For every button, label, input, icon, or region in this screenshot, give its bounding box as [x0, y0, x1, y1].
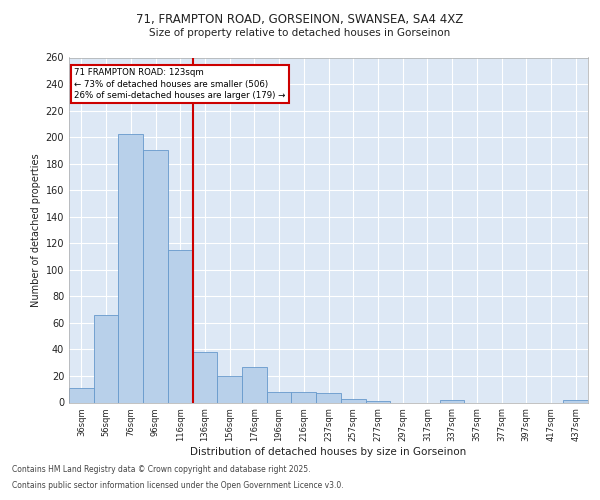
Bar [193, 352, 217, 403]
Bar [118, 134, 143, 402]
Bar [217, 376, 242, 402]
Bar [563, 400, 588, 402]
X-axis label: Distribution of detached houses by size in Gorseinon: Distribution of detached houses by size … [190, 447, 467, 457]
Bar [292, 392, 316, 402]
Bar [267, 392, 292, 402]
Text: Contains public sector information licensed under the Open Government Licence v3: Contains public sector information licen… [12, 480, 344, 490]
Bar [168, 250, 193, 402]
Text: 71 FRAMPTON ROAD: 123sqm
← 73% of detached houses are smaller (506)
26% of semi-: 71 FRAMPTON ROAD: 123sqm ← 73% of detach… [74, 68, 286, 100]
Bar [143, 150, 168, 402]
Bar [365, 401, 390, 402]
Text: Contains HM Land Registry data © Crown copyright and database right 2025.: Contains HM Land Registry data © Crown c… [12, 466, 311, 474]
Bar [242, 366, 267, 402]
Y-axis label: Number of detached properties: Number of detached properties [31, 153, 41, 307]
Bar [69, 388, 94, 402]
Bar [94, 315, 118, 402]
Bar [316, 393, 341, 402]
Text: 71, FRAMPTON ROAD, GORSEINON, SWANSEA, SA4 4XZ: 71, FRAMPTON ROAD, GORSEINON, SWANSEA, S… [136, 12, 464, 26]
Bar [440, 400, 464, 402]
Text: Size of property relative to detached houses in Gorseinon: Size of property relative to detached ho… [149, 28, 451, 38]
Bar [341, 398, 365, 402]
